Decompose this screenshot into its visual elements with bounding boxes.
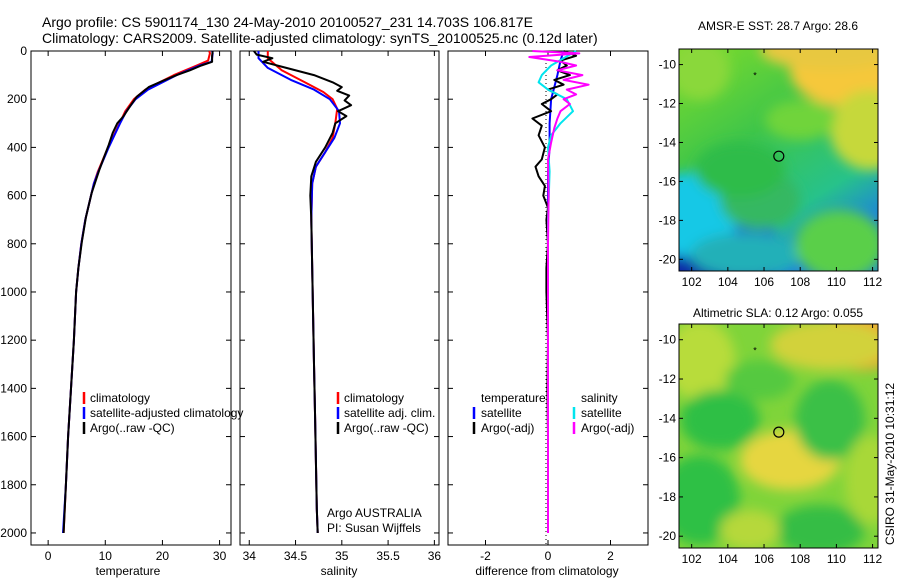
- map-y-tick-label: -14: [659, 135, 677, 149]
- series-line-argo-raw-qc: [253, 50, 353, 534]
- series-line-temperature-argo-adj: [531, 50, 578, 533]
- map-x-tick-label: 102: [682, 552, 702, 566]
- argo-pi-annotation: PI: Susan Wijffels: [327, 521, 421, 535]
- legend-label-satellite: satellite adj. clim.: [344, 406, 435, 420]
- map-x-tick-label: 108: [790, 552, 810, 566]
- map-x-tick-label: 110: [827, 275, 846, 289]
- header-line-2: Climatology: CARS2009. Satellite-adjuste…: [42, 30, 598, 46]
- sla-map-ticks: 102 104 106 108 110 112 -10 -12 -14 -16 -18 -20: [659, 324, 882, 566]
- difference-xlabel: difference from climatology: [475, 564, 618, 578]
- series-line-argo-raw-qc: [62, 50, 214, 534]
- star-marker-icon: *: [753, 70, 757, 80]
- map-y-tick-label: -18: [659, 213, 677, 227]
- map-x-tick-label: 102: [682, 275, 702, 289]
- x-tick-label: 34.5: [284, 549, 308, 563]
- temperature-series: [62, 50, 214, 534]
- y-tick-label: 1400: [0, 381, 27, 395]
- x-tick-label: 2: [607, 549, 614, 563]
- x-tick-label: 35.5: [376, 549, 400, 563]
- legend-label-temp-satellite: satellite: [481, 406, 522, 420]
- sla-map-title: Altimetric SLA: 0.12 Argo: 0.055: [693, 306, 863, 320]
- sst-map-markers: *: [753, 70, 785, 162]
- map-y-tick-label: -20: [659, 529, 677, 543]
- x-tick-label: -2: [480, 549, 491, 563]
- map-x-tick-label: 112: [863, 552, 882, 566]
- legend-label-sal-argo: Argo(-adj): [581, 421, 634, 435]
- sla-heatmap: [679, 324, 878, 548]
- temperature-ticks: 0 10 20 30 0 200 400 600 800 1000 1200 1400 1600 1800…: [0, 44, 231, 563]
- map-x-tick-label: 104: [718, 275, 738, 289]
- y-tick-label: 400: [7, 140, 27, 154]
- legend-title-salinity: salinity: [581, 391, 618, 405]
- y-tick-label: 1800: [0, 478, 27, 492]
- legend-label-satellite: satellite-adjusted climatology: [90, 406, 243, 420]
- sst-heatmap: [679, 49, 878, 271]
- map-y-tick-label: -10: [659, 333, 677, 347]
- header-line-1: Argo profile: CS 5901174_130 24-May-2010…: [42, 14, 533, 30]
- legend-title-temperature: temperature: [481, 391, 546, 405]
- y-tick-label: 1200: [0, 333, 27, 347]
- legend-label-temp-argo: Argo(-adj): [481, 421, 534, 435]
- map-y-tick-label: -18: [659, 490, 677, 504]
- legend-label-argo: Argo(..raw -QC): [90, 421, 175, 435]
- sst-map-ticks: 102 104 106 108 110 112 -10 -12 -14 -16 -18 -20: [659, 49, 882, 289]
- map-y-tick-label: -16: [659, 174, 677, 188]
- temperature-axes: [30, 50, 232, 546]
- x-tick-label: 35: [335, 549, 349, 563]
- map-x-tick-label: 104: [718, 552, 738, 566]
- map-y-tick-label: -16: [659, 451, 677, 465]
- salinity-axes: [239, 50, 440, 546]
- x-tick-label: 20: [156, 549, 170, 563]
- y-tick-label: 0: [20, 44, 27, 58]
- map-x-tick-label: 106: [754, 552, 774, 566]
- argo-owner-annotation: Argo AUSTRALIA: [327, 506, 422, 520]
- temperature-xlabel: temperature: [96, 564, 161, 578]
- legend-label-climatology: climatology: [90, 391, 150, 405]
- y-tick-label: 2000: [0, 526, 27, 540]
- map-x-tick-label: 112: [863, 275, 882, 289]
- argo-position-marker: [773, 150, 785, 162]
- salinity-xlabel: salinity: [321, 564, 358, 578]
- map-x-tick-label: 108: [790, 275, 810, 289]
- difference-temperature-legend: temperature satellite Argo(-adj): [472, 391, 546, 435]
- x-tick-label: 30: [213, 549, 227, 563]
- map-y-tick-label: -12: [659, 97, 677, 111]
- x-tick-label: 34: [243, 549, 257, 563]
- sst-map-title: AMSR-E SST: 28.7 Argo: 28.6: [698, 19, 858, 33]
- x-tick-label: 10: [99, 549, 113, 563]
- x-tick-label: 0: [545, 549, 552, 563]
- map-y-tick-label: -12: [659, 372, 677, 386]
- x-tick-label: 36: [428, 549, 442, 563]
- temperature-legend: climatology satellite-adjusted climatolo…: [82, 391, 243, 435]
- salinity-series: [253, 50, 353, 534]
- argo-position-marker: [773, 426, 785, 438]
- y-tick-label: 1000: [0, 285, 27, 299]
- salinity-ticks: 34 34.5 35 35.5 36: [240, 50, 442, 563]
- legend-label-sal-satellite: satellite: [581, 406, 622, 420]
- x-tick-label: 0: [45, 549, 52, 563]
- sla-map-frame: [678, 323, 879, 549]
- sla-map-markers: *: [753, 346, 785, 438]
- credit-label: CSIRO 31-May-2010 10:31:12: [883, 383, 897, 545]
- legend-label-argo: Argo(..raw -QC): [344, 421, 429, 435]
- legend-label-climatology: climatology: [344, 391, 404, 405]
- y-tick-label: 1600: [0, 430, 27, 444]
- map-x-tick-label: 106: [754, 275, 774, 289]
- difference-salinity-legend: salinity satellite Argo(-adj): [572, 391, 634, 435]
- y-tick-label: 800: [7, 237, 27, 251]
- series-line-salinity-argo-adj: [528, 50, 590, 533]
- salinity-legend: climatology satellite adj. clim. Argo(..…: [336, 391, 435, 435]
- difference-ticks: -2 0 2: [448, 50, 648, 563]
- star-marker-icon: *: [753, 346, 757, 356]
- map-y-tick-label: -20: [659, 252, 677, 266]
- y-tick-label: 200: [7, 92, 27, 106]
- map-x-tick-label: 110: [827, 552, 846, 566]
- map-y-tick-label: -14: [659, 411, 677, 425]
- sst-map-frame: [678, 48, 879, 272]
- difference-series: [528, 50, 590, 533]
- map-y-tick-label: -10: [659, 58, 677, 72]
- y-tick-label: 600: [7, 189, 27, 203]
